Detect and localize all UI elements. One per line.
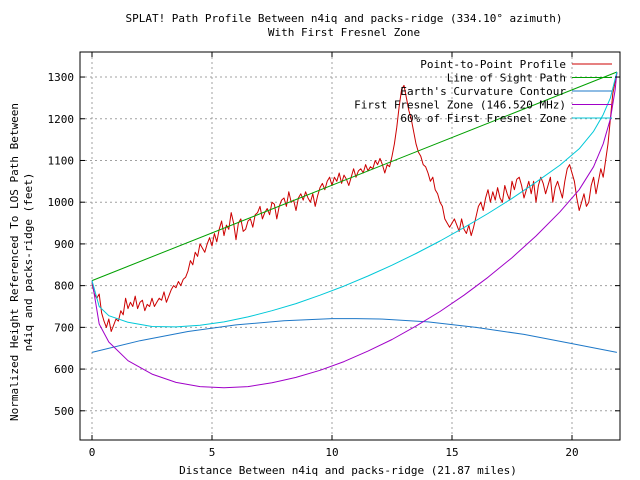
axis-ticks: 0 5 10 15 20 500 600 700 800 900 1000 1100 1200 1300 <box>48 52 620 459</box>
y-tick-label: 500 <box>54 405 74 418</box>
y-tick-label: 700 <box>54 321 74 334</box>
legend-label: First Fresnel Zone (146.520 MHz) <box>354 99 566 112</box>
series-line-first-fresnel-zone-146-520-mhz <box>91 71 618 389</box>
x-tick-label: 15 <box>445 446 458 459</box>
y-axis-label-line-1: Normalized Height Referenced To LOS Path… <box>8 103 21 421</box>
x-tick-label: 10 <box>325 446 338 459</box>
legend-label: 60% of First Fresnel Zone <box>400 112 566 125</box>
legend-label: Point-to-Point Profile <box>420 58 566 71</box>
chart-title: SPLAT! Path Profile Between n4iq and pac… <box>125 12 562 25</box>
legend-label: Earth's Curvature Contour <box>400 85 566 98</box>
x-tick-label: 5 <box>209 446 216 459</box>
series-line-point-to-point-profile <box>91 72 618 332</box>
x-tick-label: 20 <box>565 446 578 459</box>
y-tick-label: 800 <box>54 280 74 293</box>
plot-frame <box>79 51 621 441</box>
y-tick-label: 900 <box>54 238 74 251</box>
x-axis-label: Distance Between n4iq and packs-ridge (2… <box>179 464 517 477</box>
y-tick-label: 1000 <box>48 196 75 209</box>
y-tick-label: 1200 <box>48 113 75 126</box>
series-line-line-of-sight-path <box>91 71 618 282</box>
grid-lines <box>80 52 620 440</box>
series-line-60-of-first-fresnel-zone <box>91 71 618 328</box>
y-tick-label: 1300 <box>48 71 75 84</box>
chart-subtitle: With First Fresnel Zone <box>268 26 420 39</box>
series-line-earth-s-curvature-contour <box>91 318 617 353</box>
y-tick-label: 1100 <box>48 154 75 167</box>
y-axis-label-line-2: n4iq and packs-ridge (feet) <box>22 173 35 352</box>
series-lines <box>91 71 618 389</box>
x-tick-label: 0 <box>89 446 96 459</box>
y-tick-label: 600 <box>54 363 74 376</box>
legend-label: Line of Sight Path <box>447 72 566 85</box>
